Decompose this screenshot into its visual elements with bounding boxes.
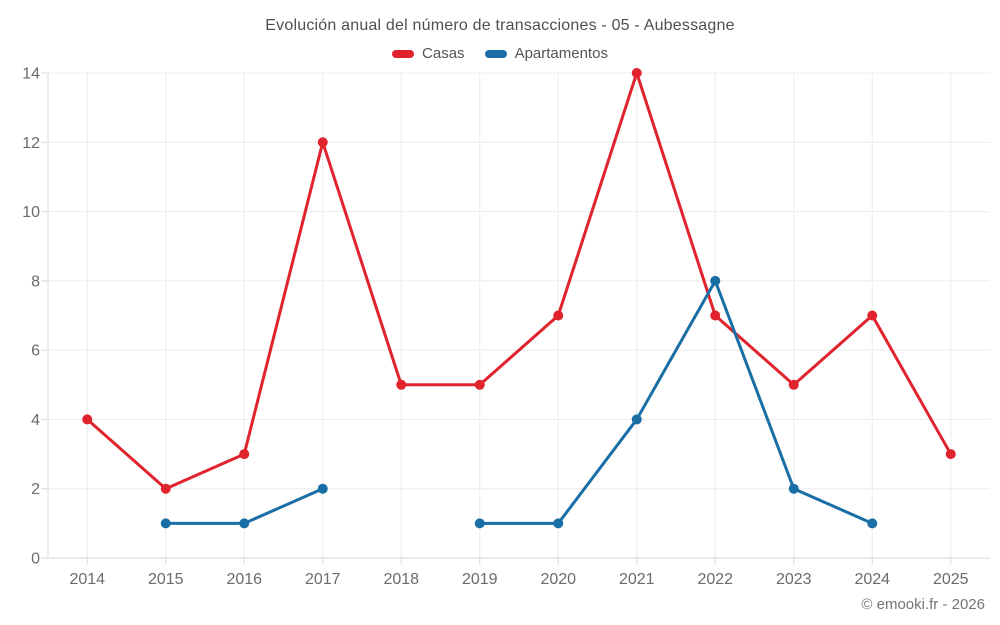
- data-point-casas[interactable]: [788, 379, 799, 390]
- data-point-casas[interactable]: [553, 310, 564, 321]
- x-tick-label: 2014: [69, 571, 105, 588]
- x-tick-label: 2023: [776, 571, 812, 588]
- data-point-apartamentos[interactable]: [239, 518, 250, 529]
- data-point-casas[interactable]: [867, 310, 878, 321]
- y-tick-label: 12: [22, 135, 40, 152]
- legend-swatch: [484, 49, 507, 58]
- legend-label: Apartamentos: [514, 45, 608, 62]
- legend-swatch: [392, 49, 415, 58]
- data-point-apartamentos[interactable]: [553, 518, 564, 529]
- data-point-casas[interactable]: [396, 379, 407, 390]
- data-point-casas[interactable]: [710, 310, 721, 321]
- data-point-apartamentos[interactable]: [474, 518, 485, 529]
- x-tick-label: 2019: [462, 571, 498, 588]
- copyright-text: © emooki.fr - 2026: [861, 596, 985, 613]
- data-point-casas[interactable]: [474, 379, 485, 390]
- x-tick-label: 2024: [854, 571, 890, 588]
- y-tick-label: 14: [22, 66, 40, 83]
- data-point-apartamentos[interactable]: [631, 414, 642, 425]
- y-tick-label: 4: [31, 412, 40, 429]
- y-tick-label: 6: [31, 343, 40, 360]
- legend-item-casas[interactable]: Casas: [392, 45, 465, 62]
- x-tick-label: 2022: [697, 571, 733, 588]
- chart-title: Evolución anual del número de transaccio…: [265, 17, 735, 34]
- x-tick-label: 2017: [305, 571, 341, 588]
- y-tick-label: 10: [22, 204, 40, 221]
- data-point-apartamentos[interactable]: [317, 483, 328, 494]
- y-tick-label: 0: [31, 551, 40, 568]
- data-point-apartamentos[interactable]: [788, 483, 799, 494]
- data-point-casas[interactable]: [239, 449, 250, 460]
- series-line-casas: [85, 71, 953, 491]
- legend-item-apartamentos[interactable]: Apartamentos: [484, 45, 608, 62]
- data-point-apartamentos[interactable]: [867, 518, 878, 529]
- data-point-apartamentos[interactable]: [160, 518, 171, 529]
- legend-label: Casas: [422, 45, 465, 62]
- y-tick-label: 8: [31, 273, 40, 290]
- data-point-casas[interactable]: [631, 68, 642, 78]
- data-point-casas[interactable]: [945, 449, 956, 460]
- x-tick-label: 2025: [933, 571, 969, 588]
- data-point-casas[interactable]: [82, 414, 93, 425]
- y-tick-label: 2: [31, 481, 40, 498]
- x-tick-label: 2020: [540, 571, 576, 588]
- series-line-apartamentos: [478, 279, 874, 525]
- chart-legend: Casas Apartamentos: [0, 45, 1000, 62]
- x-tick-label: 2016: [226, 571, 262, 588]
- x-tick-label: 2018: [383, 571, 419, 588]
- data-point-casas[interactable]: [317, 137, 328, 148]
- data-point-apartamentos[interactable]: [710, 275, 721, 286]
- data-point-casas[interactable]: [160, 483, 171, 494]
- x-tick-label: 2015: [148, 571, 184, 588]
- x-tick-label: 2021: [619, 571, 655, 588]
